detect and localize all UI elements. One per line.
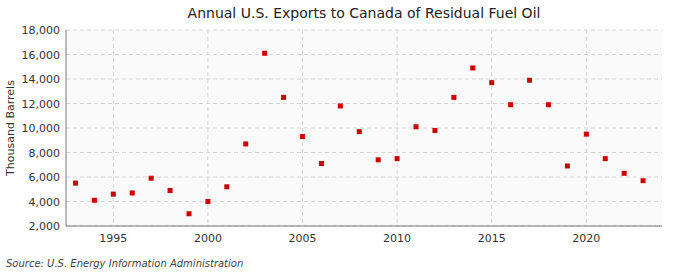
point <box>451 95 456 100</box>
title: Annual U.S. Exports to Canada of Residua… <box>188 5 541 21</box>
point <box>243 141 248 146</box>
point <box>186 211 191 216</box>
point <box>130 190 135 195</box>
point <box>470 65 475 70</box>
y-tick-label: 8,000 <box>29 147 61 160</box>
point <box>149 176 154 181</box>
point <box>205 199 210 204</box>
point <box>168 188 173 193</box>
y-tick-label: 10,000 <box>22 122 61 135</box>
y-tick-label: 6,000 <box>29 171 61 184</box>
point <box>489 80 494 85</box>
x-tick-label: 2005 <box>289 232 317 245</box>
plot-area <box>66 30 662 226</box>
point <box>546 102 551 107</box>
point <box>395 156 400 161</box>
point <box>338 103 343 108</box>
y-tick-label: 4,000 <box>29 196 61 209</box>
x-tick-label: 2020 <box>572 232 600 245</box>
x-tick-label: 2010 <box>383 232 411 245</box>
y-tick-label: 18,000 <box>22 24 61 37</box>
point <box>319 161 324 166</box>
point <box>641 178 646 183</box>
x-grid-line <box>586 30 587 226</box>
x-grid-line <box>491 30 492 226</box>
point <box>565 163 570 168</box>
x-tick-label: 2015 <box>478 232 506 245</box>
y-grid-line <box>66 201 662 202</box>
grid <box>66 30 662 226</box>
y-grid-line <box>66 103 662 104</box>
point <box>357 129 362 134</box>
x-tick-label: 1995 <box>99 232 127 245</box>
y-grid-line <box>66 30 662 31</box>
y-grid-line <box>66 177 662 178</box>
y-axis-line <box>66 30 67 226</box>
y-tick-label: 12,000 <box>22 98 61 111</box>
point <box>281 95 286 100</box>
point <box>92 198 97 203</box>
x-axis-line <box>66 226 662 227</box>
x-grid-line <box>302 30 303 226</box>
y-grid-line <box>66 79 662 80</box>
y-grid-line <box>66 152 662 153</box>
y-grid-line <box>66 226 662 227</box>
point <box>584 132 589 137</box>
x-grid-line <box>397 30 398 226</box>
point <box>414 124 419 129</box>
point <box>262 51 267 56</box>
point <box>376 157 381 162</box>
point <box>111 192 116 197</box>
point <box>300 134 305 139</box>
point <box>527 78 532 83</box>
y-tick-label: 14,000 <box>22 73 61 86</box>
chart: 2,000 4,000 6,000 8,000 10,000 12,000 14,000 16… <box>0 0 675 275</box>
x-grid-line <box>207 30 208 226</box>
y-grid-line <box>66 128 662 129</box>
point <box>603 156 608 161</box>
point <box>73 181 78 186</box>
point <box>508 102 513 107</box>
y-axis-label: Thousand Barrels <box>4 80 17 177</box>
annotation: Source: U.S. Energy Information Administ… <box>6 258 243 269</box>
point <box>224 184 229 189</box>
y-tick-label: 2,000 <box>29 220 61 233</box>
point <box>622 171 627 176</box>
y-grid-line <box>66 54 662 55</box>
x-tick-label: 2000 <box>194 232 222 245</box>
points <box>73 51 646 216</box>
y-tick-label: 16,000 <box>22 49 61 62</box>
point <box>432 128 437 133</box>
